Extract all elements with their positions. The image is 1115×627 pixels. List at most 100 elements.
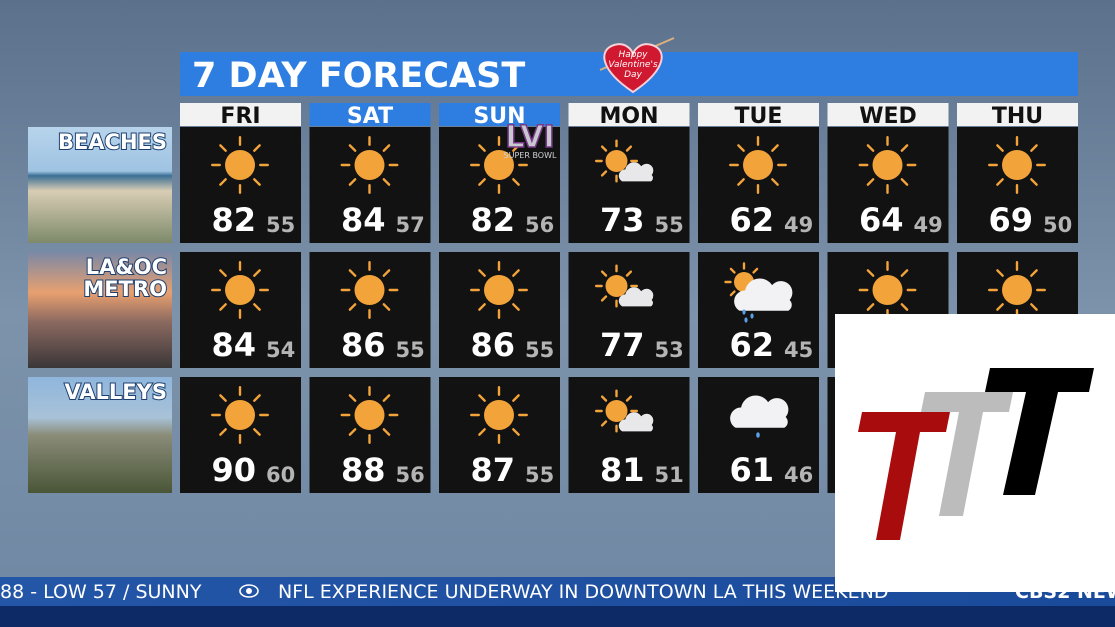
forecast-cell: 84 54 — [180, 252, 301, 368]
forecast-grid: FRI SAT SUN MON TUE WED THU BEACHES 82 55 84 57 82 56… — [28, 103, 1078, 493]
low-temp: 55 — [266, 213, 295, 237]
forecast-cell: 82 55 — [180, 127, 301, 243]
watermark-logo — [835, 314, 1115, 592]
sun-ray — [512, 394, 520, 402]
sun-ray — [219, 178, 227, 186]
high-temp: 81 — [600, 451, 645, 489]
high-temp: 82 — [470, 201, 515, 239]
high-temp: 73 — [600, 201, 645, 239]
sun-ray — [219, 269, 227, 277]
region-panel — [28, 127, 172, 243]
high-temp: 84 — [211, 326, 256, 364]
sun-ray — [900, 144, 909, 152]
day-label: TUE — [735, 104, 783, 129]
sun-ray — [253, 269, 261, 277]
valentine-badge: Happy Valentine's Day — [599, 37, 675, 94]
sun-ray — [1030, 303, 1038, 311]
low-temp: 60 — [266, 463, 295, 487]
sun — [225, 275, 255, 305]
forecast-cell: 62 49 — [698, 127, 819, 243]
day-header — [827, 103, 949, 126]
sun-ray — [512, 303, 520, 311]
sun-ray — [512, 269, 520, 277]
raindrop — [744, 317, 748, 323]
sun-ray — [512, 144, 520, 152]
day-label: MON — [599, 104, 658, 129]
day-header — [309, 103, 431, 126]
sun-ray — [512, 428, 520, 436]
day-label: SAT — [347, 104, 393, 129]
sun-ray — [219, 394, 227, 402]
low-temp: 53 — [655, 338, 684, 362]
super-bowl-logo: LVI SUPER BOWL — [504, 119, 557, 160]
low-temp: 55 — [525, 463, 554, 487]
sun-ray — [512, 178, 520, 186]
sun — [484, 275, 514, 305]
ticker-item: NFL EXPERIENCE UNDERWAY IN DOWNTOWN LA T… — [278, 581, 889, 603]
region-label: VALLEYS — [64, 380, 167, 404]
cloud — [618, 412, 654, 432]
sun-ray — [996, 144, 1004, 152]
sun-ray — [348, 269, 357, 277]
sun-ray — [625, 270, 633, 277]
sun-ray — [900, 269, 909, 277]
super-bowl-text: SUPER BOWL — [504, 151, 557, 160]
low-temp: 45 — [784, 338, 813, 362]
sun-ray — [600, 295, 608, 302]
sun — [354, 275, 385, 305]
high-temp: 62 — [729, 326, 774, 364]
sun-ray — [600, 145, 608, 152]
sun-ray — [382, 303, 391, 311]
cell-background — [568, 377, 690, 493]
high-temp: 84 — [341, 201, 386, 239]
day-label: FRI — [220, 104, 260, 129]
forecast-cell: 81 51 — [568, 377, 690, 493]
forecast-cell: 77 53 — [568, 252, 690, 368]
region-label: METRO — [83, 277, 167, 301]
ticker-strip — [0, 606, 1115, 627]
low-temp: 57 — [396, 213, 425, 237]
cloud — [730, 395, 789, 428]
sun-ray — [1030, 269, 1038, 277]
high-temp: 86 — [470, 326, 515, 364]
cell-background — [568, 252, 690, 368]
sun-ray — [600, 395, 608, 402]
sun — [605, 150, 628, 172]
sun-ray — [253, 178, 261, 186]
forecast-cell: 61 46 — [698, 377, 819, 493]
day-header — [439, 103, 560, 126]
day-header — [568, 103, 690, 126]
sun-ray — [771, 144, 779, 152]
low-temp: 55 — [655, 213, 684, 237]
forecast-cell: 87 55 — [439, 377, 560, 493]
sun — [605, 275, 628, 297]
sun-ray — [737, 144, 745, 152]
sun-ray — [996, 269, 1004, 277]
raindrop — [750, 313, 754, 319]
sun-ray — [253, 303, 261, 311]
sun-ray — [600, 170, 608, 177]
sun-ray — [478, 428, 486, 436]
forecast-cell: 82 56 — [439, 127, 560, 243]
sun-ray — [737, 178, 745, 186]
sun-ray — [253, 394, 261, 402]
high-temp: 90 — [211, 451, 256, 489]
low-temp: 55 — [396, 338, 425, 362]
low-temp: 49 — [914, 213, 943, 237]
sun — [484, 150, 514, 180]
sun-ray — [478, 178, 486, 186]
sun-ray — [348, 144, 357, 152]
cbs-eye — [239, 584, 259, 598]
low-temp: 51 — [655, 463, 684, 487]
forecast-cell: 84 57 — [309, 127, 431, 243]
sun-ray — [478, 269, 486, 277]
sun-ray — [771, 178, 779, 186]
day-header — [698, 103, 819, 126]
region-label: BEACHES — [58, 130, 167, 154]
sun-ray — [478, 303, 486, 311]
low-temp: 54 — [266, 338, 295, 362]
sun — [354, 400, 385, 430]
sun-ray — [382, 144, 391, 152]
low-temp: 55 — [525, 338, 554, 362]
